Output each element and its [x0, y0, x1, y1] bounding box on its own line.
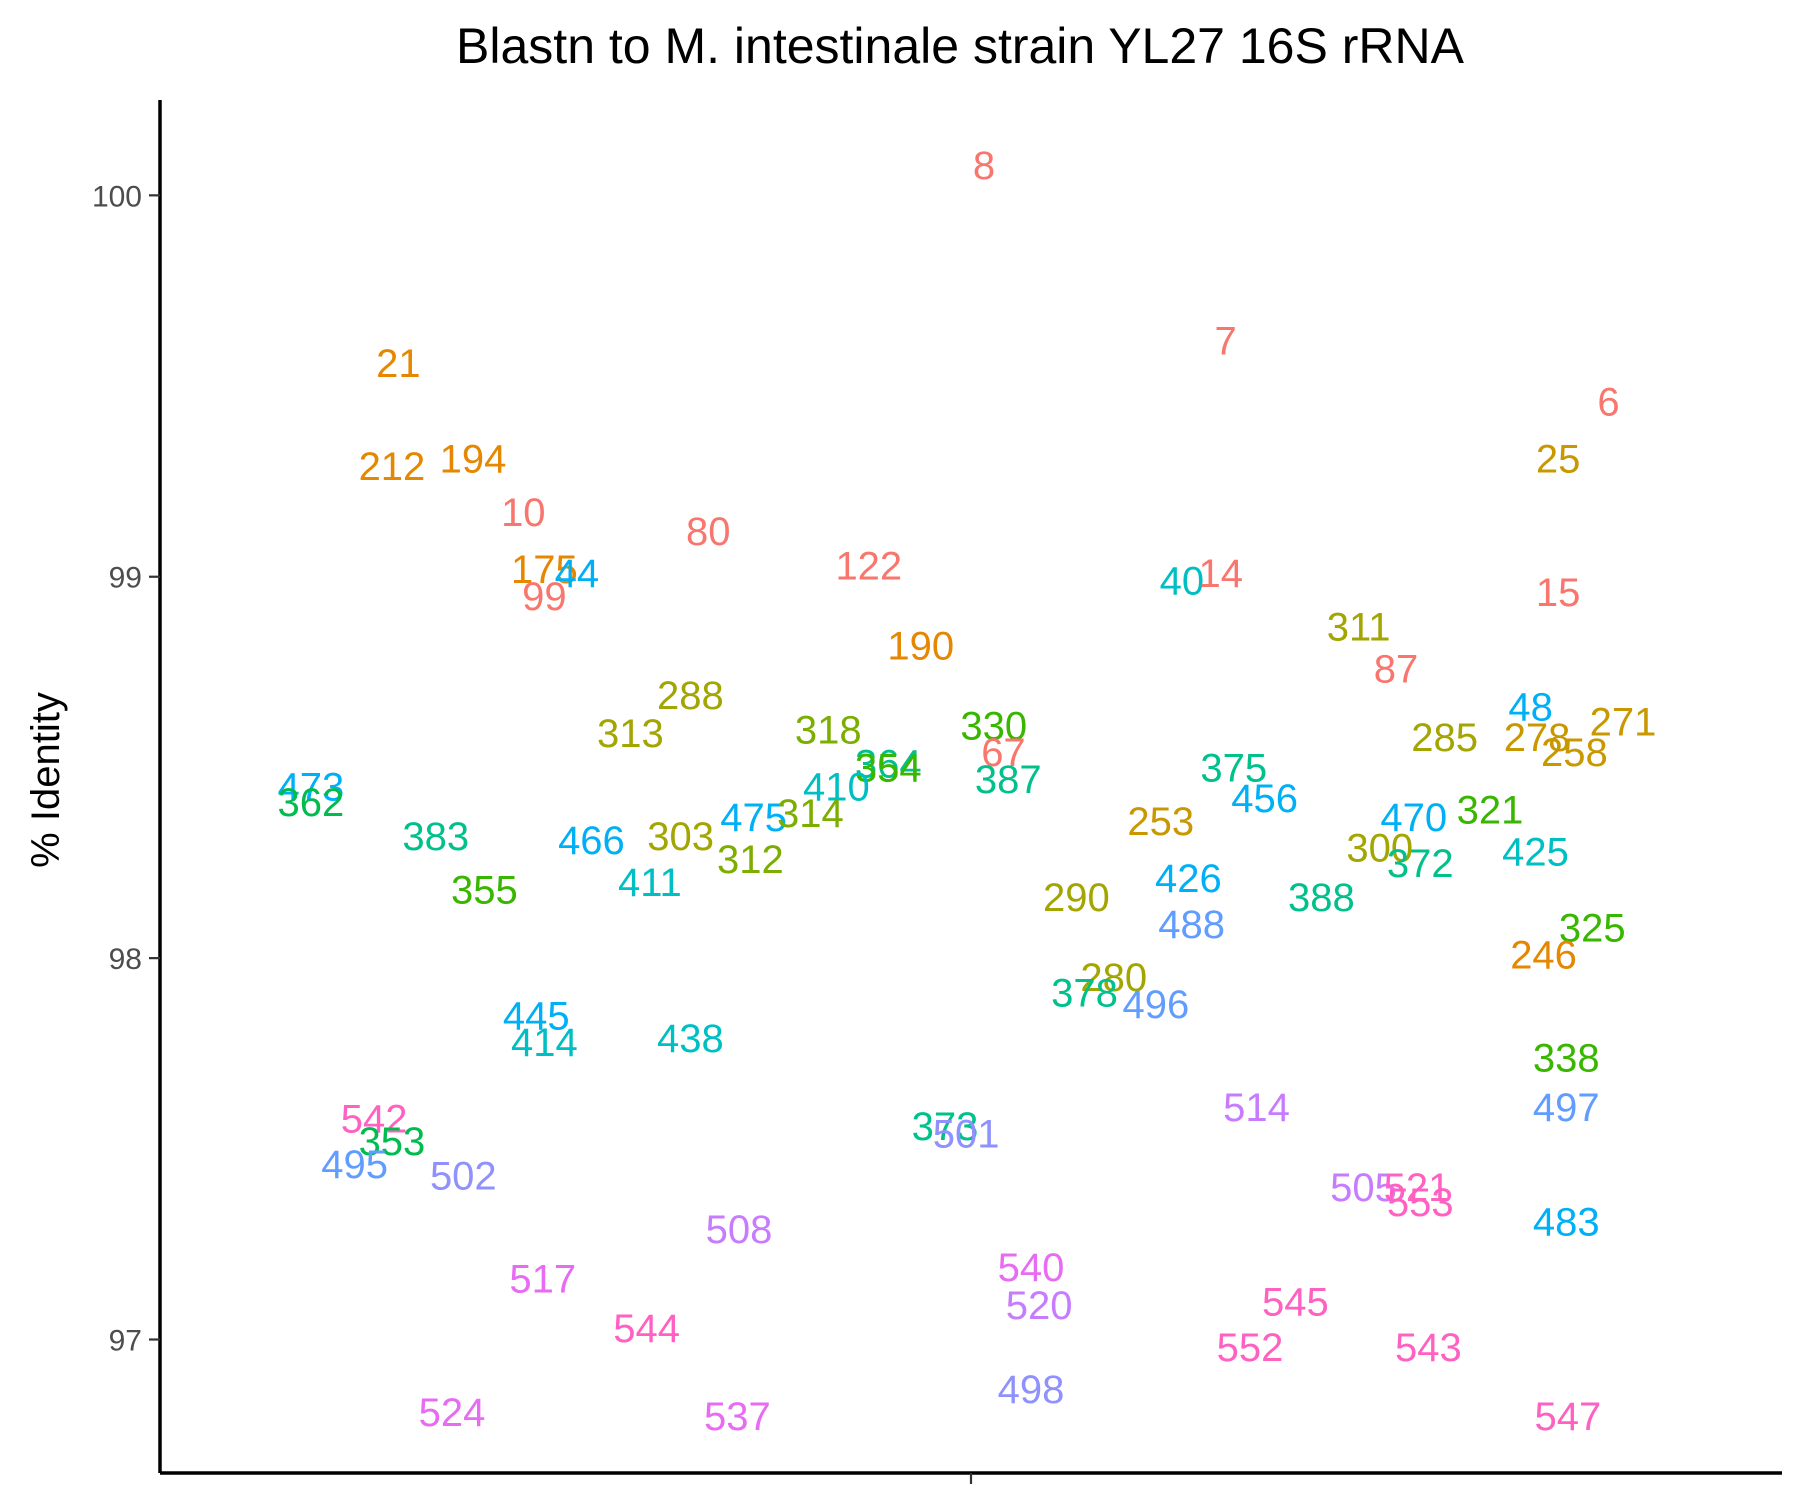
point-label: 545 [1262, 1280, 1329, 1324]
point-label: 426 [1155, 857, 1222, 901]
point-label: 410 [803, 766, 870, 810]
point-label: 543 [1395, 1326, 1462, 1370]
point-label: 542 [341, 1097, 408, 1141]
point-label: 271 [1590, 701, 1657, 745]
point-label: 40 [1160, 560, 1205, 604]
point-label: 553 [1387, 1181, 1454, 1225]
point-label: 362 [277, 781, 344, 825]
point-label: 313 [597, 712, 664, 756]
point-label: 364 [855, 743, 922, 787]
point-label: 8 [973, 144, 995, 188]
chart-title: Blastn to M. intestinale strain YL27 16S… [456, 18, 1465, 74]
point-label: 48 [1508, 685, 1553, 729]
point-label: 411 [618, 861, 682, 905]
point-label: 524 [419, 1391, 486, 1435]
point-label: 505 [1330, 1166, 1397, 1210]
point-label: 10 [501, 491, 546, 535]
point-label: 303 [647, 815, 714, 859]
point-label: 544 [613, 1307, 680, 1351]
y-tick-label: 98 [109, 943, 142, 976]
point-label: 496 [1123, 983, 1190, 1027]
point-label: 495 [321, 1143, 388, 1187]
point-label: 501 [933, 1113, 1000, 1157]
point-label: 80 [686, 510, 731, 554]
point-label: 475 [720, 796, 787, 840]
point-label: 552 [1217, 1326, 1284, 1370]
point-label: 25 [1536, 438, 1581, 482]
x-axis [160, 1471, 1782, 1484]
point-label: 300 [1346, 827, 1413, 871]
point-label: 517 [509, 1257, 576, 1301]
point-label: 338 [1533, 1036, 1600, 1080]
point-label: 355 [451, 868, 518, 912]
point-label: 456 [1231, 777, 1298, 821]
point-label: 6 [1597, 380, 1619, 424]
point-label: 190 [887, 624, 954, 668]
point-label: 470 [1380, 796, 1447, 840]
point-label: 353 [359, 1120, 426, 1164]
point-label: 497 [1533, 1086, 1600, 1130]
point-label: 508 [706, 1208, 773, 1252]
point-label: 312 [717, 838, 784, 882]
point-label: 438 [657, 1017, 724, 1061]
point-label: 285 [1411, 716, 1478, 760]
y-axis: 97 98 99 100 [92, 100, 162, 1473]
point-label: 466 [558, 819, 625, 863]
point-label: 175 [511, 548, 578, 592]
point-label: 387 [975, 758, 1042, 802]
point-label: 514 [1223, 1086, 1290, 1130]
point-label: 378 [1051, 971, 1118, 1015]
point-label: 246 [1510, 933, 1577, 977]
point-label: 280 [1080, 956, 1147, 1000]
point-label: 314 [777, 792, 844, 836]
point-label: 540 [998, 1246, 1065, 1290]
point-label: 520 [1006, 1284, 1073, 1328]
point-label: 7 [1215, 319, 1237, 363]
y-axis-label: % Identity [24, 692, 68, 868]
point-label: 330 [960, 704, 1027, 748]
point-label: 483 [1533, 1200, 1600, 1244]
y-tick-label: 100 [92, 180, 142, 213]
y-tick-label: 97 [109, 1325, 142, 1358]
point-label: 425 [1502, 830, 1569, 874]
point-label: 311 [1327, 605, 1391, 649]
point-label: 212 [359, 445, 426, 489]
point-label: 67 [981, 731, 1026, 775]
point-label: 473 [277, 766, 344, 810]
point-label: 194 [440, 438, 507, 482]
point-label: 278 [1504, 716, 1571, 760]
point-label: 388 [1288, 876, 1355, 920]
point-label: 14 [1199, 552, 1244, 596]
point-label: 99 [522, 575, 567, 619]
point-label: 253 [1127, 800, 1194, 844]
point-label: 290 [1043, 876, 1110, 920]
point-label: 445 [503, 994, 570, 1038]
point-label: 325 [1559, 907, 1626, 951]
point-label: 373 [912, 1105, 979, 1149]
point-label: 502 [430, 1155, 497, 1199]
point-label: 547 [1535, 1395, 1602, 1439]
point-label: 15 [1536, 571, 1581, 615]
point-label: 122 [835, 544, 902, 588]
point-label: 21 [376, 342, 421, 386]
point-label: 321 [1457, 788, 1524, 832]
point-label: 354 [855, 746, 922, 790]
point-label: 288 [657, 674, 724, 718]
point-label: 375 [1200, 746, 1267, 790]
point-label: 521 [1384, 1166, 1451, 1210]
point-label: 498 [998, 1368, 1065, 1412]
point-label: 258 [1541, 731, 1608, 775]
y-tick-label: 99 [109, 562, 142, 595]
point-label: 87 [1374, 647, 1419, 691]
point-label: 372 [1387, 842, 1454, 886]
point-label: 318 [795, 708, 862, 752]
point-label: 414 [511, 1021, 578, 1065]
point-label: 44 [555, 552, 600, 596]
point-label: 537 [704, 1395, 771, 1439]
point-label: 383 [402, 815, 469, 859]
point-label: 488 [1158, 903, 1225, 947]
